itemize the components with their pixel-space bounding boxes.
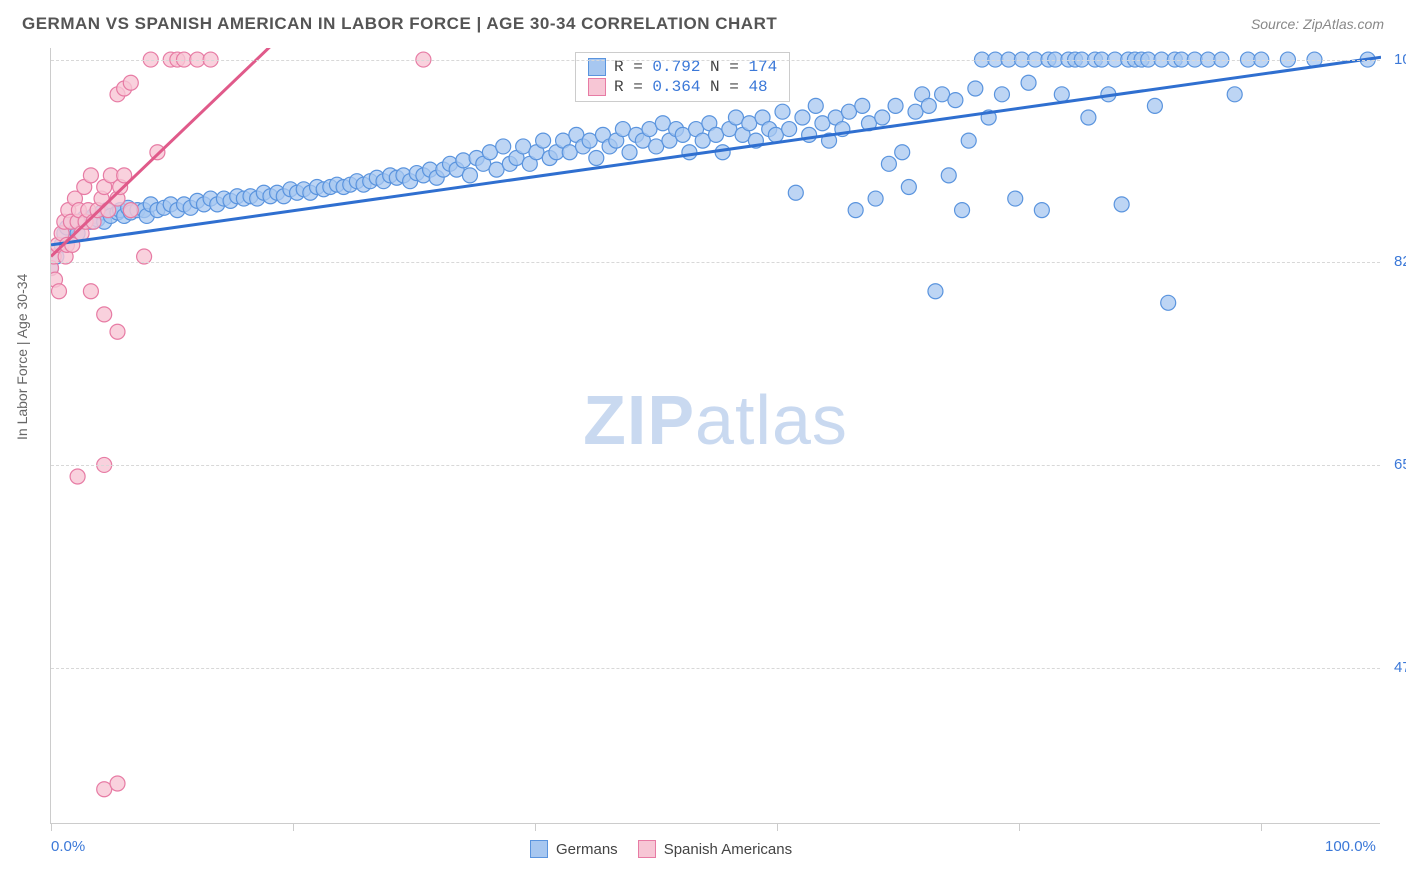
r-label: R = 0.792 N = 174	[614, 58, 777, 76]
x-tick	[777, 823, 778, 831]
y-tick-label: 82.5%	[1384, 253, 1406, 270]
plot-area: ZIPatlas R = 0.792 N = 174R = 0.364 N = …	[50, 48, 1380, 824]
legend-label: Germans	[556, 841, 618, 858]
gridline	[51, 465, 1380, 466]
y-tick-label: 65.0%	[1384, 456, 1406, 473]
plot-wrap: ZIPatlas R = 0.792 N = 174R = 0.364 N = …	[50, 48, 1380, 824]
legend-swatch	[638, 840, 656, 858]
x-tick-label: 0.0%	[51, 838, 85, 855]
chart-title: GERMAN VS SPANISH AMERICAN IN LABOR FORC…	[22, 14, 777, 34]
chart-svg	[51, 48, 1381, 824]
gridline	[51, 262, 1380, 263]
legend-stat-row: R = 0.364 N = 48	[588, 77, 777, 97]
x-tick	[535, 823, 536, 831]
x-tick	[293, 823, 294, 831]
x-tick	[51, 823, 52, 831]
legend-label: Spanish Americans	[664, 841, 792, 858]
y-tick-label: 47.5%	[1384, 659, 1406, 676]
title-bar: GERMAN VS SPANISH AMERICAN IN LABOR FORC…	[0, 0, 1406, 44]
y-tick-label: 100.0%	[1384, 51, 1406, 68]
y-axis-label: In Labor Force | Age 30-34	[14, 274, 30, 440]
legend-swatch	[588, 58, 606, 76]
legend-swatch	[588, 78, 606, 96]
legend-item: Germans	[530, 840, 618, 858]
legend-series: Germans Spanish Americans	[530, 840, 792, 858]
gridline	[51, 668, 1380, 669]
x-tick	[1261, 823, 1262, 831]
source-label: Source: ZipAtlas.com	[1251, 16, 1384, 32]
x-tick-label: 100.0%	[1325, 838, 1376, 855]
legend-swatch	[530, 840, 548, 858]
gridline	[51, 60, 1380, 61]
legend-item: Spanish Americans	[638, 840, 792, 858]
x-tick	[1019, 823, 1020, 831]
r-label: R = 0.364 N = 48	[614, 78, 768, 96]
